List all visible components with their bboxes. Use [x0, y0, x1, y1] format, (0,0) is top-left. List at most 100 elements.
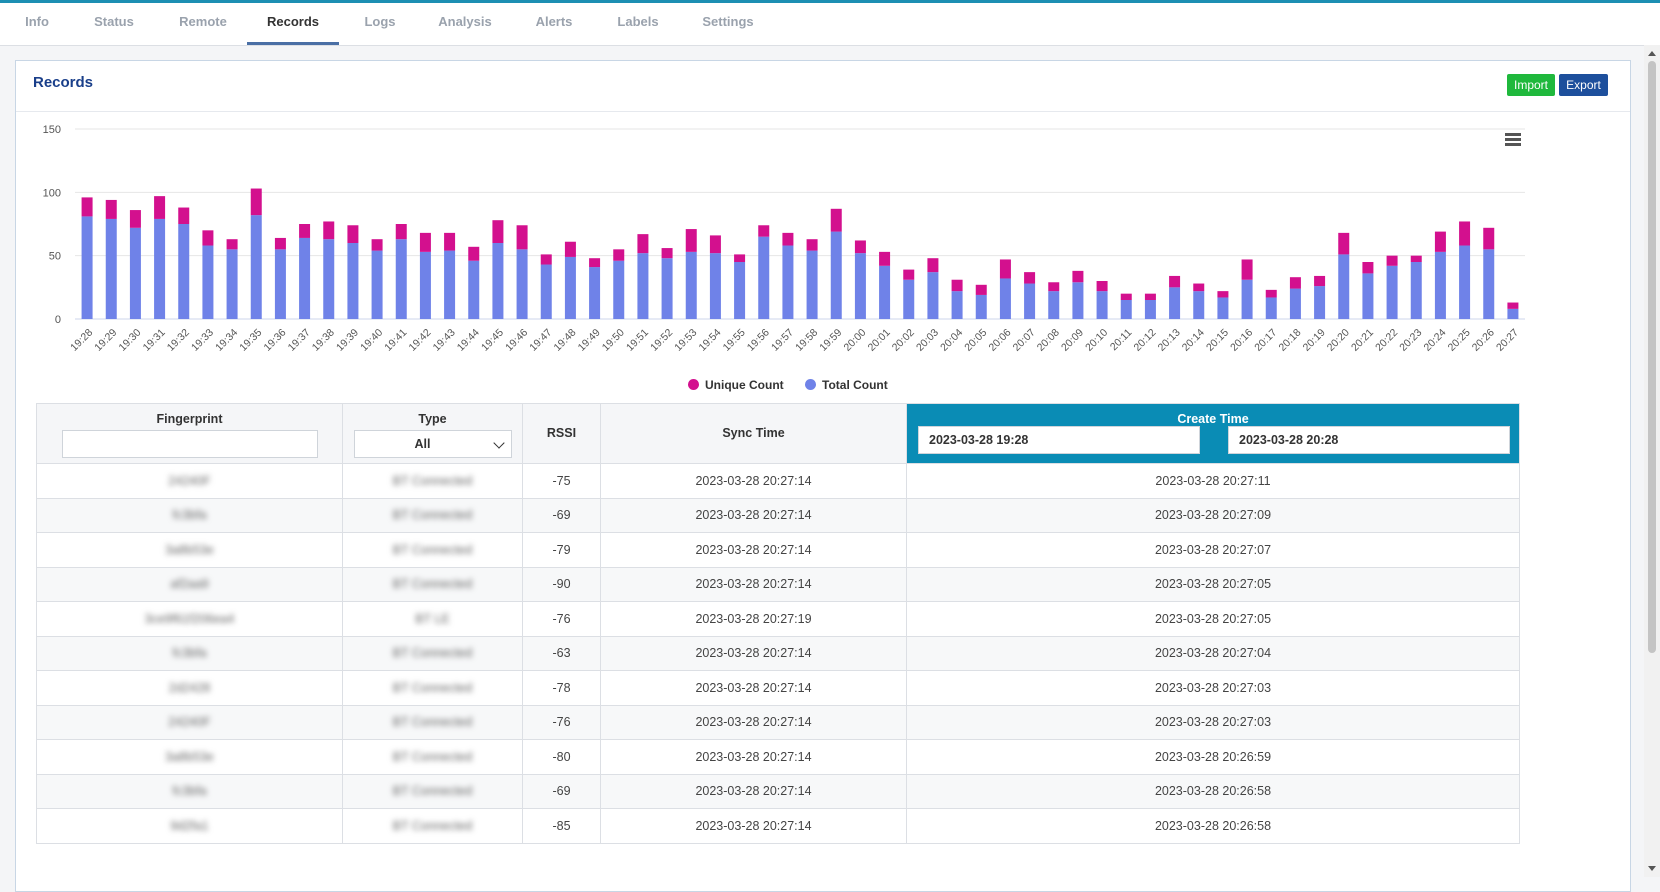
- cell-fingerprint: 24240F: [36, 704, 343, 740]
- cell-create-time-text: 2023-03-28 20:27:11: [1155, 473, 1271, 488]
- table-row[interactable]: fc3bfa BT Connected -69 2023-03-28 20:27:14…: [36, 773, 1520, 809]
- cell-create-time-text: 2023-03-28 20:27:05: [1154, 611, 1272, 626]
- table-row[interactable]: 9d2fa1 BT Connected -85 2023-03-28 20:27:14…: [36, 808, 1520, 844]
- cell-rssi: -75: [522, 463, 601, 499]
- tab-alerts[interactable]: Alerts: [535, 14, 573, 29]
- tab-status[interactable]: Status: [94, 14, 134, 29]
- cell-create-time: 2023-03-28 20:26:59: [906, 739, 1520, 775]
- bar-unique: [1362, 262, 1374, 274]
- col-sync-time[interactable]: Sync Time: [600, 403, 907, 464]
- tab-labels[interactable]: Labels: [617, 14, 659, 29]
- cell-sync-time-text: 2023-03-28 20:27:19: [695, 611, 812, 626]
- table-row[interactable]: 24240F BT Connected -76 2023-03-28 20:27:14…: [36, 704, 1520, 740]
- create-to-input[interactable]: 2023-03-28 20:28: [1228, 426, 1510, 454]
- records-chart: 05010015019:2819:2919:3019:3119:3219:331…: [43, 124, 1525, 354]
- cell-fingerprint-text: 9d2fa1: [170, 818, 209, 833]
- x-tick-label: 19:29: [92, 327, 119, 354]
- x-tick-label: 20:13: [1156, 327, 1183, 354]
- legend: Unique Count Total Count: [688, 378, 888, 394]
- bar-unique: [1217, 291, 1229, 298]
- bar-unique: [613, 249, 625, 261]
- cell-fingerprint: 2d2428: [36, 670, 343, 706]
- bar-total: [540, 264, 552, 319]
- x-tick-label: 19:38: [310, 327, 337, 354]
- table-row[interactable]: fc3bfa BT Connected -63 2023-03-28 20:27:14…: [36, 635, 1520, 671]
- table-row[interactable]: af2aa9 BT Connected -90 2023-03-28 20:27:14…: [36, 566, 1520, 602]
- tab-analysis[interactable]: Analysis: [438, 14, 492, 29]
- legend-unique[interactable]: Unique Count: [688, 378, 784, 392]
- bar-total: [274, 249, 286, 319]
- cell-create-time: 2023-03-28 20:27:03: [906, 704, 1520, 740]
- x-tick-label: 20:11: [1108, 327, 1135, 354]
- scroll-down-icon[interactable]: [1648, 866, 1656, 871]
- fingerprint-filter-input[interactable]: [61, 430, 318, 458]
- tab-records[interactable]: Records: [247, 3, 339, 45]
- bar-total: [1338, 254, 1350, 319]
- x-tick-label: 20:07: [1011, 327, 1038, 354]
- x-tick-label: 19:53: [672, 327, 699, 354]
- cell-type-text: BT Connected: [392, 542, 473, 557]
- bar-unique: [1289, 277, 1301, 289]
- cell-fingerprint-text: af2aa9: [170, 577, 209, 592]
- x-tick-label: 19:32: [165, 327, 192, 354]
- x-tick-label: 19:33: [189, 327, 216, 354]
- bar-unique: [589, 258, 601, 268]
- legend-total[interactable]: Total Count: [805, 378, 888, 392]
- cell-fingerprint-text: fc3bfa: [172, 784, 207, 799]
- bar-unique: [178, 207, 190, 224]
- bar-total: [661, 258, 673, 319]
- table-row[interactable]: fc3bfa BT Connected -69 2023-03-28 20:27:14…: [36, 497, 1520, 533]
- cell-type: BT Connected: [342, 670, 523, 706]
- x-tick-label: 19:50: [600, 327, 627, 354]
- bar-total: [564, 256, 576, 319]
- tab-info[interactable]: Info: [25, 14, 49, 29]
- table-row[interactable]: 3ce9f61f206ea4 BT LE -76 2023-03-28 20:27:1…: [36, 601, 1520, 637]
- cell-type-text: BT Connected: [392, 508, 473, 523]
- tab-remote[interactable]: Remote: [179, 14, 227, 29]
- type-filter-select[interactable]: All: [353, 430, 512, 458]
- cell-fingerprint: fc3bfa: [36, 635, 343, 671]
- records-table: Fingerprint Type All RSSI Sync Time Crea…: [36, 403, 1520, 844]
- bar-unique: [1193, 283, 1205, 292]
- scrollbar[interactable]: [1644, 45, 1660, 877]
- cell-create-time: 2023-03-28 20:27:07: [906, 532, 1520, 568]
- cell-fingerprint-text: fc3bfa: [172, 508, 207, 523]
- export-button[interactable]: Export: [1559, 74, 1608, 96]
- scroll-up-icon[interactable]: [1648, 51, 1656, 56]
- bar-unique: [1459, 221, 1471, 246]
- table-row[interactable]: 3a8b53e BT Connected -79 2023-03-28 20:27:1…: [36, 532, 1520, 568]
- bar-unique: [226, 239, 238, 250]
- create-from-input[interactable]: 2023-03-28 19:28: [918, 426, 1200, 454]
- legend-total-label: Total Count: [822, 378, 888, 392]
- col-create-time[interactable]: Create Time 2023-03-28 19:28 2023-03-28 …: [906, 403, 1520, 464]
- table-row[interactable]: 2d2428 BT Connected -78 2023-03-28 20:27:14…: [36, 670, 1520, 706]
- tab-logs[interactable]: Logs: [364, 14, 396, 29]
- bar-unique: [1507, 302, 1519, 309]
- table-row[interactable]: 24240F BT Connected -75 2023-03-28 20:27:14…: [36, 463, 1520, 499]
- chart-menu-icon[interactable]: [1505, 133, 1521, 147]
- cell-rssi-text: -85: [552, 818, 571, 833]
- cell-sync-time: 2023-03-28 20:27:14: [600, 704, 907, 740]
- bar-total: [419, 251, 431, 319]
- bar-unique: [661, 248, 673, 259]
- import-button[interactable]: Import: [1507, 74, 1555, 96]
- tab-settings[interactable]: Settings: [702, 14, 754, 29]
- cell-type: BT Connected: [342, 635, 523, 671]
- bar-unique: [1120, 293, 1132, 300]
- col-rssi[interactable]: RSSI: [522, 403, 601, 464]
- cell-sync-time: 2023-03-28 20:27:14: [600, 808, 907, 844]
- cell-create-time: 2023-03-28 20:27:05: [906, 566, 1520, 602]
- bar-total: [1314, 286, 1326, 319]
- bar-total: [516, 249, 528, 319]
- bar-total: [105, 218, 117, 319]
- bar-total: [226, 249, 238, 319]
- cell-fingerprint: 24240F: [36, 463, 343, 499]
- bar-total: [1386, 265, 1398, 319]
- table-row[interactable]: 3a8b53e BT Connected -80 2023-03-28 20:27:1…: [36, 739, 1520, 775]
- scroll-thumb[interactable]: [1648, 61, 1656, 653]
- tab-bar: Info Status Remote Records Logs Analysis…: [0, 3, 1660, 46]
- bar-total: [250, 215, 262, 319]
- bar-total: [1169, 287, 1181, 319]
- bar-total: [709, 253, 721, 319]
- bar-unique: [371, 239, 383, 251]
